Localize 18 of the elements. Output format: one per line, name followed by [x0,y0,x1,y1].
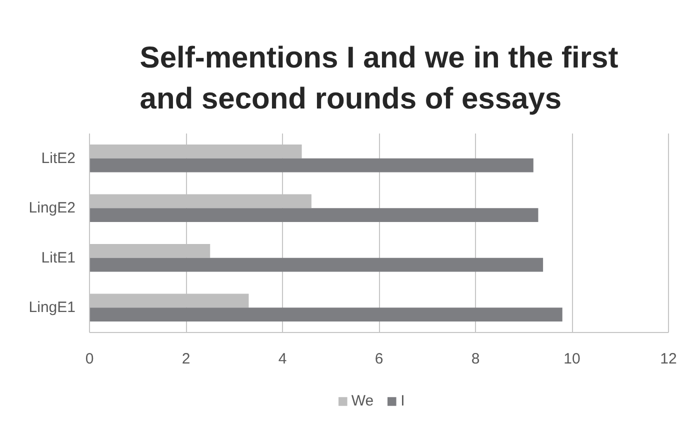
legend-label: We [351,392,374,410]
bar [90,258,544,272]
x-tick-label: 10 [564,350,580,368]
y-tick-label: LitE2 [41,150,76,167]
x-tick-label: 8 [471,350,480,368]
bar [90,208,538,222]
x-tick-label: 2 [182,350,190,368]
y-tick-label: LingE1 [28,299,76,316]
bar [90,158,534,172]
x-tick-label: 4 [278,350,287,368]
x-tick-label: 12 [660,350,677,368]
chart-title: Self-mentions I and we in the first and second rounds of essays [140,41,618,116]
y-tick-label: LitE1 [41,249,76,266]
bar [90,308,562,322]
x-tick-label: 0 [85,350,94,368]
y-tick-label: LingE2 [28,200,76,217]
x-tick-label: 6 [374,350,384,368]
legend-label: I [400,392,406,410]
